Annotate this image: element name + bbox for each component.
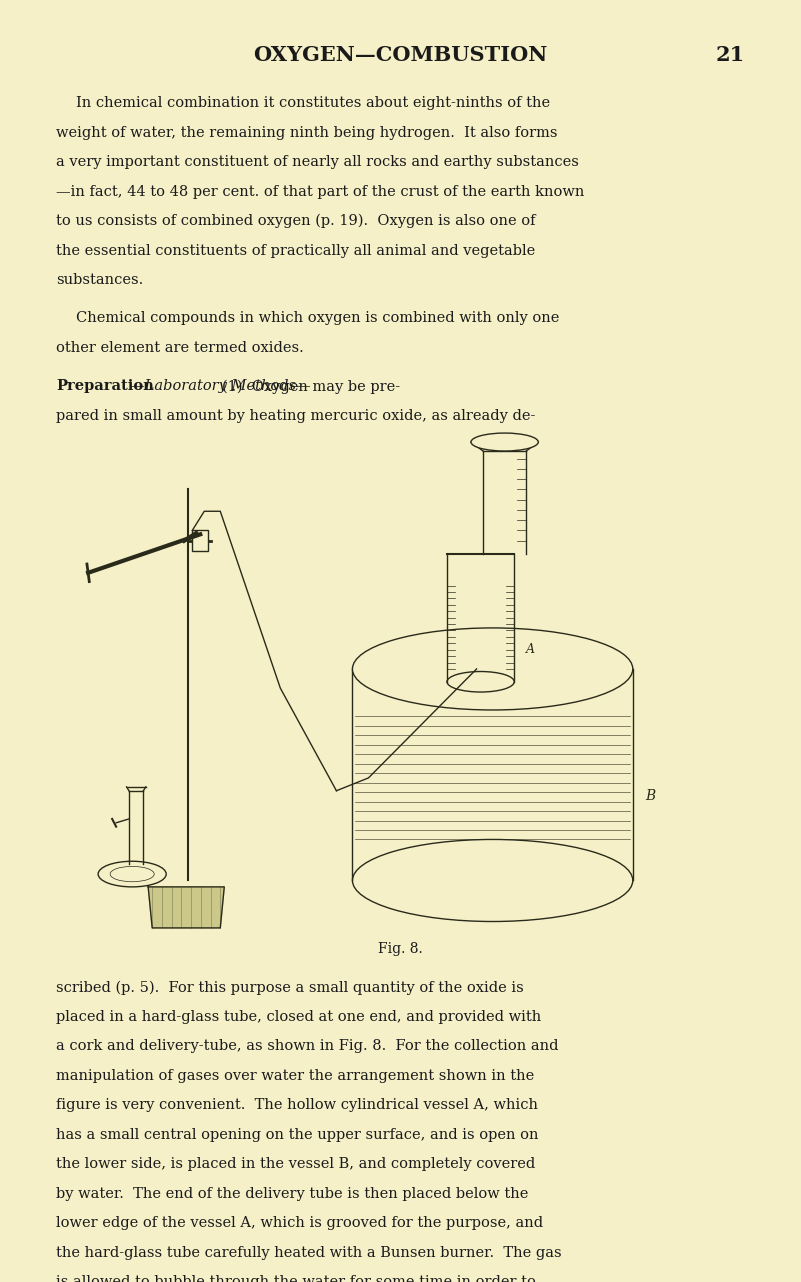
Text: Fig. 8.: Fig. 8.	[378, 942, 423, 956]
Text: a cork and delivery-tube, as shown in Fig. 8.  For the collection and: a cork and delivery-tube, as shown in Fi…	[56, 1040, 558, 1054]
Text: has a small central opening on the upper surface, and is open on: has a small central opening on the upper…	[56, 1128, 538, 1142]
Text: —in fact, 44 to 48 per cent. of that part of the crust of the earth known: —in fact, 44 to 48 per cent. of that par…	[56, 185, 585, 199]
Text: lower edge of the vessel A, which is grooved for the purpose, and: lower edge of the vessel A, which is gro…	[56, 1217, 543, 1231]
Text: placed in a hard-glass tube, closed at one end, and provided with: placed in a hard-glass tube, closed at o…	[56, 1010, 541, 1024]
Text: is allowed to bubble through the water for some time in order to: is allowed to bubble through the water f…	[56, 1276, 536, 1282]
Text: to us consists of combined oxygen (p. 19).  Oxygen is also one of: to us consists of combined oxygen (p. 19…	[56, 214, 536, 228]
Text: 21: 21	[715, 45, 745, 65]
Text: the lower side, is placed in the vessel B, and completely covered: the lower side, is placed in the vessel …	[56, 1158, 535, 1172]
Text: Chemical compounds in which oxygen is combined with only one: Chemical compounds in which oxygen is co…	[76, 312, 559, 326]
Text: the essential constituents of practically all animal and vegetable: the essential constituents of practicall…	[56, 244, 535, 258]
Text: substances.: substances.	[56, 273, 143, 287]
Text: figure is very convenient.  The hollow cylindrical vessel A, which: figure is very convenient. The hollow cy…	[56, 1099, 538, 1113]
Text: weight of water, the remaining ninth being hydrogen.  It also forms: weight of water, the remaining ninth bei…	[56, 126, 557, 140]
Text: other element are termed oxides.: other element are termed oxides.	[56, 341, 304, 355]
Text: —Laboratory Methods—: —Laboratory Methods—	[130, 379, 310, 394]
Ellipse shape	[471, 433, 538, 451]
Text: scribed (p. 5).  For this purpose a small quantity of the oxide is: scribed (p. 5). For this purpose a small…	[56, 981, 524, 995]
Text: manipulation of gases over water the arrangement shown in the: manipulation of gases over water the arr…	[56, 1069, 534, 1083]
Text: by water.  The end of the delivery tube is then placed below the: by water. The end of the delivery tube i…	[56, 1187, 529, 1201]
Ellipse shape	[98, 862, 167, 887]
Text: A: A	[526, 644, 535, 656]
Text: Preparation: Preparation	[56, 379, 154, 394]
Text: In chemical combination it constitutes about eight-ninths of the: In chemical combination it constitutes a…	[76, 96, 550, 110]
Text: B: B	[645, 788, 655, 803]
Text: the hard-glass tube carefully heated with a Bunsen burner.  The gas: the hard-glass tube carefully heated wit…	[56, 1246, 562, 1260]
Text: a very important constituent of nearly all rocks and earthy substances: a very important constituent of nearly a…	[56, 155, 579, 169]
Text: pared in small amount by heating mercuric oxide, as already de-: pared in small amount by heating mercuri…	[56, 409, 535, 423]
Polygon shape	[148, 887, 224, 928]
Text: (1)  Oxygen may be pre-: (1) Oxygen may be pre-	[222, 379, 400, 394]
Text: OXYGEN—COMBUSTION: OXYGEN—COMBUSTION	[253, 45, 548, 65]
Ellipse shape	[352, 628, 633, 710]
FancyBboxPatch shape	[192, 531, 208, 551]
